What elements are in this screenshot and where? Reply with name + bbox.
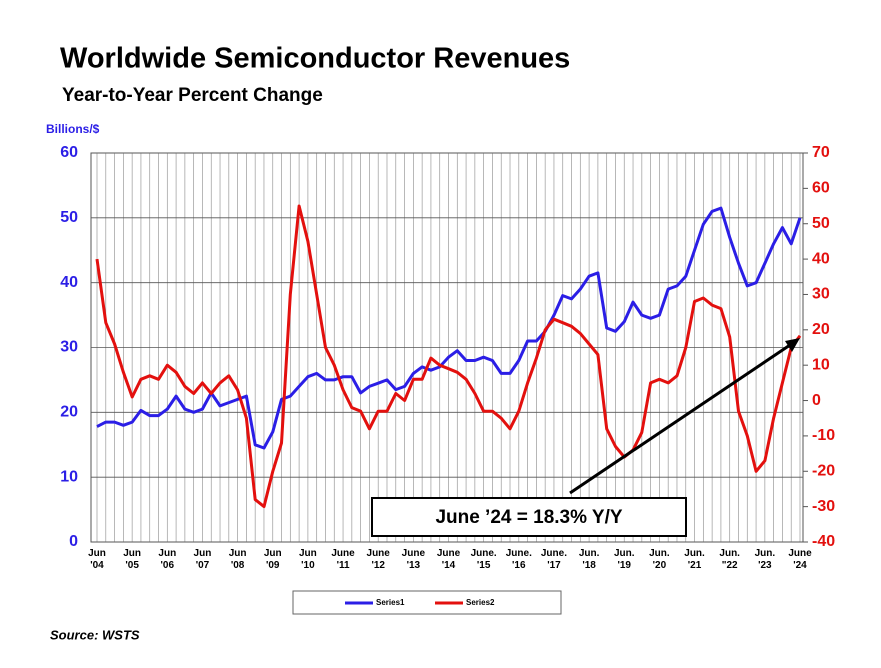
x-tick-label: June '24 (788, 548, 812, 571)
chart-subtitle: Year-to-Year Percent Change (62, 85, 323, 106)
y2-tick-label: -20 (812, 462, 835, 479)
y2-tick-label: -40 (812, 533, 835, 550)
annotation-arrow (569, 341, 794, 495)
y2-tick-label: 50 (812, 215, 830, 232)
series-line (96, 206, 802, 450)
source: Source: WSTS (50, 627, 140, 642)
x-tick-label: Jun '08 (229, 548, 247, 571)
x-tick-label: June. '15 (471, 548, 497, 571)
y-tick-label: 30 (60, 339, 78, 356)
x-tick-label: Jun. '19 (614, 548, 635, 571)
legend-box (292, 590, 562, 615)
x-tick-label: June '12 (367, 548, 391, 571)
y-tick-label: 0 (69, 533, 78, 550)
y2-tick-label: 0 (812, 392, 821, 409)
x-tick-label: June. '16 (506, 548, 532, 571)
x-tick-label: Jun '05 (123, 548, 141, 571)
y-tick-label: 40 (60, 274, 78, 291)
x-tick-label: June '11 (331, 548, 355, 571)
y2-tick-label: 60 (812, 180, 830, 197)
y2-tick-label: 30 (812, 286, 830, 303)
legend-label: Series1 (376, 598, 405, 607)
x-tick-label: Jun '07 (194, 548, 212, 571)
annotation: June ’24 = 18.3% Y/Y (435, 507, 622, 528)
y-tick-label: 20 (60, 404, 78, 421)
x-tick-label: Jun '06 (158, 548, 176, 571)
y2-tick-label: 70 (812, 144, 830, 161)
arrow-head (785, 338, 800, 352)
y-tick-label: 60 (60, 144, 78, 161)
x-tick-label: Jun '10 (299, 548, 317, 571)
y-tick-label: 10 (60, 468, 78, 485)
x-tick-label: Jun. '18 (579, 548, 600, 571)
series-line (95, 204, 802, 509)
x-tick-label: June. '17 (541, 548, 567, 571)
x-tick-label: Jun '09 (264, 548, 282, 571)
x-tick-label: June '13 (402, 548, 426, 571)
y-axis-label: Billions/$ (46, 122, 100, 136)
x-tick-label: June '14 (437, 548, 461, 571)
chart-title: Worldwide Semiconductor Revenues (60, 43, 570, 75)
x-tick-label: Jun. "22 (719, 548, 740, 571)
y2-tick-label: 40 (812, 250, 830, 267)
x-tick-label: Jun. '21 (684, 548, 705, 571)
y2-tick-label: -10 (812, 427, 835, 444)
y-tick-label: 50 (60, 209, 78, 226)
x-tick-label: Jun. '23 (755, 548, 776, 571)
y2-tick-label: 20 (812, 321, 830, 338)
x-tick-label: Jun '04 (88, 548, 106, 571)
x-tick-label: Jun. '20 (649, 548, 670, 571)
annotation-box (371, 497, 687, 537)
y2-tick-label: -30 (812, 498, 835, 515)
y2-tick-label: 10 (812, 356, 830, 373)
legend-label: Series2 (466, 598, 495, 607)
